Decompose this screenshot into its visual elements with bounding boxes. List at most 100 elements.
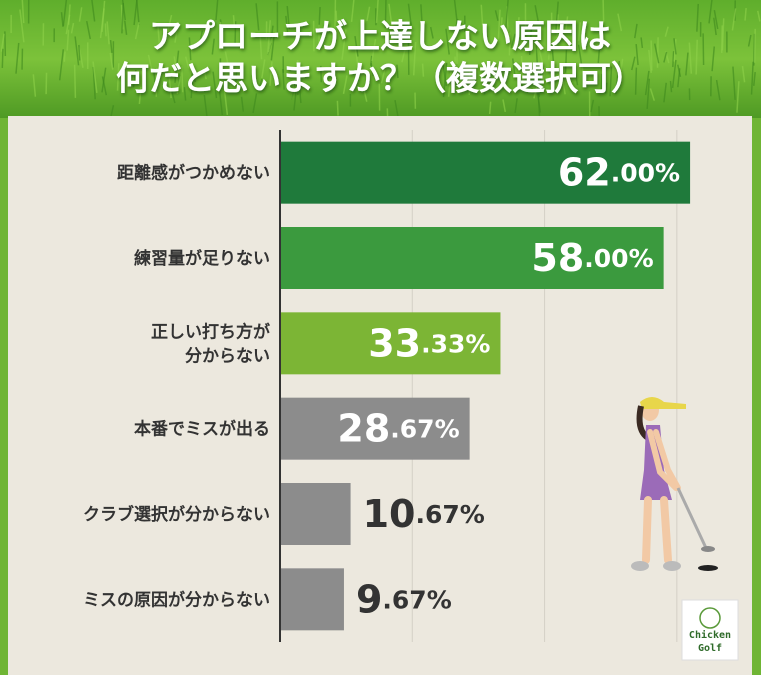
grass-blade (500, 17, 503, 28)
grass-blade (78, 44, 81, 61)
grass-blade (0, 33, 5, 52)
grass-blade (366, 6, 371, 22)
grass-blade (634, 23, 638, 39)
grass-blade (614, 60, 621, 95)
grass-blade (744, 8, 747, 21)
grass-blade (203, 94, 208, 117)
grass-blade (62, 0, 68, 26)
grass-blade (110, 105, 115, 118)
grass-blade (138, 86, 142, 105)
grass-blade (234, 21, 237, 45)
grass-blade (92, 61, 98, 93)
grass-blade (536, 67, 540, 79)
grass-blade (510, 33, 516, 49)
grass-blade (442, 63, 448, 87)
grass-blade (747, 34, 752, 47)
grass-blade (63, 51, 66, 62)
grass-blade (85, 21, 91, 40)
grass-blade (198, 30, 204, 48)
bar (280, 312, 501, 375)
grass-blade (269, 61, 273, 86)
grass-blade (134, 22, 140, 40)
grass-blade (600, 73, 603, 91)
value-label: 10.67% (363, 492, 485, 536)
grass-blade (711, 46, 716, 72)
grass-blade (362, 86, 368, 102)
grass-blade (388, 3, 393, 24)
grass-blade (65, 14, 71, 35)
grass-blade (497, 9, 501, 40)
grass-blade (732, 66, 736, 100)
grass-blade (174, 21, 179, 43)
grass-blade (252, 93, 258, 114)
grass-blade (597, 35, 602, 63)
grass-blade (604, 82, 608, 94)
grass-blade (70, 22, 75, 34)
grass-blade (235, 69, 238, 82)
grass-blade (255, 3, 260, 31)
grass-blade (99, 8, 105, 39)
grass-blade (219, 22, 223, 36)
chart-title: 何だと思いますか？（複数選択可） (116, 59, 644, 98)
grass-blade (91, 0, 96, 22)
bar (280, 227, 664, 289)
grass-blade (547, 27, 552, 60)
grass-blade (73, 64, 77, 98)
grass-blade (336, 100, 339, 116)
grass-blade (741, 65, 746, 83)
grass-blade (294, 27, 300, 46)
grass-blade (147, 54, 154, 73)
chart-title: アプローチが上達しない原因は (149, 17, 611, 56)
grass-blade (514, 98, 518, 114)
grass-blade (564, 16, 569, 34)
grass-blade (459, 73, 463, 87)
grass-blade (644, 70, 650, 96)
grass-blade (534, 5, 539, 22)
grass-blade (274, 69, 277, 82)
grass-blade (538, 68, 542, 98)
grass-blade (285, 15, 289, 35)
value-label: 33.33% (368, 321, 490, 365)
grass-blade (731, 8, 737, 31)
grass-blade (354, 46, 360, 74)
grass-blade (58, 49, 65, 81)
grass-blade (445, 28, 450, 55)
grass-blade (224, 51, 230, 70)
grass-blade (190, 81, 193, 99)
grass-blade (564, 49, 568, 73)
grass-blade (602, 0, 605, 22)
grass-blade (695, 39, 698, 75)
grass-blade (335, 10, 338, 22)
grass-blade (407, 3, 412, 26)
grass-blade (494, 10, 499, 21)
grass-blade (753, 71, 756, 86)
grass-blade (15, 42, 20, 74)
grass-blade (286, 5, 291, 30)
grass-blade (533, 83, 539, 99)
grass-blade (556, 14, 559, 48)
grass-blade (157, 24, 161, 45)
grass-blade (223, 89, 229, 115)
grass-blade (152, 68, 156, 83)
grass-blade (401, 48, 406, 63)
grass-blade (538, 46, 544, 64)
grass-blade (442, 62, 448, 98)
value-label: 62.00% (558, 150, 680, 194)
grass-blade (19, 9, 25, 43)
grass-blade (468, 68, 471, 95)
category-label: 距離感がつかめない (117, 163, 270, 184)
grass-blade (354, 35, 359, 57)
category-label: 本番でミスが出る (134, 419, 270, 440)
grass-blade (663, 51, 668, 63)
grass-blade (673, 38, 677, 55)
value-label: 28.67% (337, 406, 459, 450)
grass-blade (266, 20, 271, 55)
grass-blade (212, 71, 218, 99)
grass-blade (258, 78, 263, 90)
grass-blade (453, 0, 458, 23)
grass-blade (696, 3, 699, 32)
grass-blade (342, 75, 348, 95)
plot: 距離感がつかめない 62.00% 練習量が足りない 58.00% 正しい打ち方が分からな… (83, 130, 691, 642)
value-label: 9.67% (356, 577, 452, 621)
grass-blade (555, 1, 559, 31)
